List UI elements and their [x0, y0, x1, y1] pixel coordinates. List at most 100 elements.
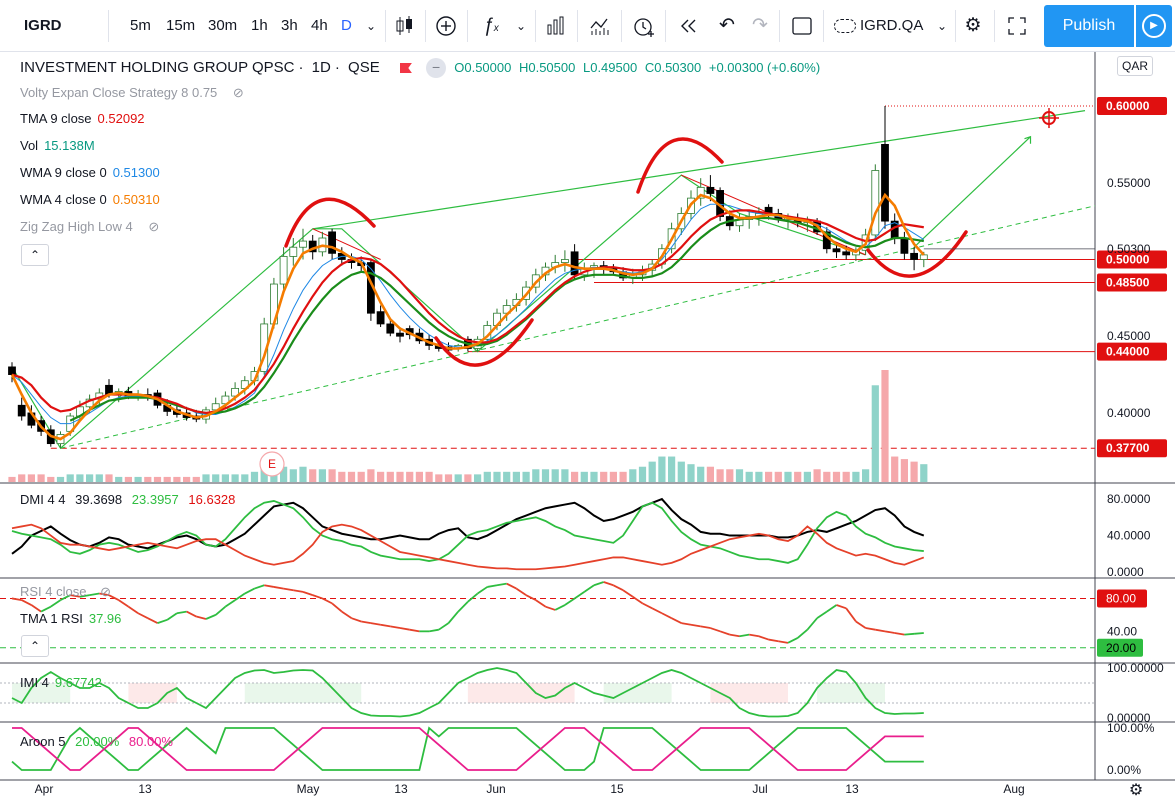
legend-tma-rsi[interactable]: TMA 1 RSI 37.96 — [20, 611, 121, 626]
symbol-search[interactable]: IGRD — [24, 17, 62, 34]
volume-bar — [600, 471, 608, 482]
eye-hidden-icon[interactable]: ⊘ — [100, 584, 112, 599]
legend-tma[interactable]: TMA 9 close 0.52092 — [20, 111, 145, 126]
volume-bar — [95, 474, 103, 482]
projection-arrow-head — [1024, 135, 1032, 144]
interval-30m[interactable]: 30m — [208, 17, 238, 34]
rsi-line-segment — [273, 586, 284, 590]
candles-style-icon[interactable] — [391, 13, 417, 39]
volume-bar — [105, 474, 113, 482]
interval-3h[interactable]: 3h — [281, 17, 298, 34]
tma-rsi-value: 37.96 — [88, 611, 122, 626]
toolbar-divider — [823, 10, 824, 42]
pattern-arc — [636, 137, 724, 194]
imi-axis-label: 100.00000 — [1107, 661, 1164, 675]
financials-icon[interactable] — [543, 13, 569, 39]
earnings-marker-icon — [259, 451, 285, 477]
volume-bar — [745, 471, 753, 482]
rsi-line-segment — [661, 612, 673, 619]
alert-icon[interactable] — [631, 13, 657, 39]
rsi-line-segment — [904, 632, 915, 636]
resistance-trend-line — [312, 110, 1086, 230]
candle-body — [299, 240, 307, 248]
rsi-line-segment — [583, 584, 595, 593]
interval-5m[interactable]: 5m — [130, 17, 151, 34]
interval-15m[interactable]: 15m — [166, 17, 196, 34]
legend-wma4[interactable]: WMA 4 close 0 0.50310 — [20, 192, 160, 207]
rsi-line-segment — [525, 594, 537, 601]
eye-hidden-icon[interactable]: ⊘ — [232, 85, 244, 100]
interval-dropdown-icon[interactable]: ⌄ — [365, 19, 377, 33]
candle-body — [900, 237, 909, 254]
legend-wma9[interactable]: WMA 9 close 0 0.51300 — [20, 165, 160, 180]
rsi-line-segment — [535, 599, 547, 608]
rsi-line-segment — [127, 605, 139, 614]
interval-4h[interactable]: 4h — [311, 17, 328, 34]
legend-vol[interactable]: Vol 15.138M — [20, 138, 95, 153]
layout-dropdown-icon[interactable]: ⌄ — [936, 19, 948, 33]
legend-dmi[interactable]: DMI 4 4 39.3698 23.3957 16.6328 — [20, 492, 235, 507]
volume-bar — [27, 474, 35, 482]
rsi-line-segment — [409, 628, 420, 633]
imi-zone — [128, 683, 177, 703]
candle-body — [881, 143, 889, 222]
volume-bar — [66, 474, 74, 482]
volume-bar — [454, 474, 462, 482]
rsi-line-segment — [826, 604, 838, 613]
rsi-line-segment — [545, 605, 556, 611]
hide-symbol-button[interactable]: − — [426, 58, 447, 78]
volume-bar — [677, 461, 685, 482]
flag-icon[interactable] — [399, 63, 412, 73]
legend-volty[interactable]: Volty Expan Close Strategy 8 0.75 ⊘ — [20, 85, 244, 101]
volume-bar — [241, 474, 249, 482]
earnings-marker-label: E — [268, 457, 276, 471]
rsi-line-segment — [564, 597, 576, 606]
templates-icon[interactable] — [587, 13, 613, 39]
rsi-line-segment — [321, 597, 333, 605]
volume-bar — [735, 469, 744, 482]
legend-aroon[interactable]: Aroon 5 20.00% 80.00% — [20, 734, 173, 749]
indicators-icon[interactable]: ƒx — [483, 15, 499, 36]
rsi-line-segment — [681, 622, 692, 626]
volume-bar — [37, 474, 45, 482]
candle-body — [396, 332, 404, 337]
rsi-label: RSI 4 close — [20, 584, 87, 599]
redo-icon[interactable]: ↷ — [752, 15, 768, 36]
legend-zigzag[interactable]: Zig Zag High Low 4 ⊘ — [20, 219, 159, 235]
rsi-20-badge — [1097, 638, 1143, 657]
rsi-line-segment — [671, 617, 682, 624]
rsi-line-segment — [719, 630, 731, 636]
rsi-line-segment — [642, 602, 653, 610]
layout-name[interactable]: IGRD.QA — [834, 14, 923, 38]
rsi-line-segment — [845, 607, 857, 623]
legend-rsi[interactable]: RSI 4 close ⊘ — [20, 584, 111, 600]
rsi-line-segment — [651, 607, 663, 615]
indicators-dropdown-icon[interactable]: ⌄ — [515, 19, 527, 33]
collapse-legend-button[interactable]: ⌃ — [21, 244, 49, 266]
legend-imi[interactable]: IMI 4 9.67742 — [20, 675, 102, 690]
collapse-rsi-legend-button[interactable]: ⌃ — [21, 635, 49, 657]
fullscreen-icon[interactable] — [1004, 13, 1030, 39]
rsi-line-segment — [894, 632, 905, 636]
publish-button[interactable]: Publish — [1044, 5, 1134, 47]
interval-1h[interactable]: 1h — [251, 17, 268, 34]
currency-button[interactable]: QAR — [1117, 56, 1153, 76]
eye-hidden-icon[interactable]: ⊘ — [148, 219, 160, 234]
fullscreen-box-icon[interactable] — [789, 13, 815, 39]
replay-icon[interactable] — [675, 13, 701, 39]
close-value: C0.50300 — [644, 59, 702, 75]
imi-label: IMI 4 — [20, 675, 49, 690]
play-button[interactable]: ▶ — [1136, 5, 1172, 47]
undo-icon[interactable]: ↶ — [719, 15, 735, 36]
add-compare-icon[interactable] — [433, 13, 459, 39]
aroon-up-value: 20.00% — [75, 734, 120, 749]
interval-d[interactable]: D — [341, 17, 352, 34]
rsi-line-segment — [467, 592, 479, 603]
imi-axis-label: 0.00000 — [1107, 711, 1151, 725]
volume-bar — [803, 471, 811, 482]
settings-gear-icon[interactable]: ⚙ — [964, 15, 982, 36]
rsi-line-segment — [79, 594, 90, 598]
rsi-line-segment — [166, 612, 178, 621]
volume-bar — [86, 474, 94, 482]
